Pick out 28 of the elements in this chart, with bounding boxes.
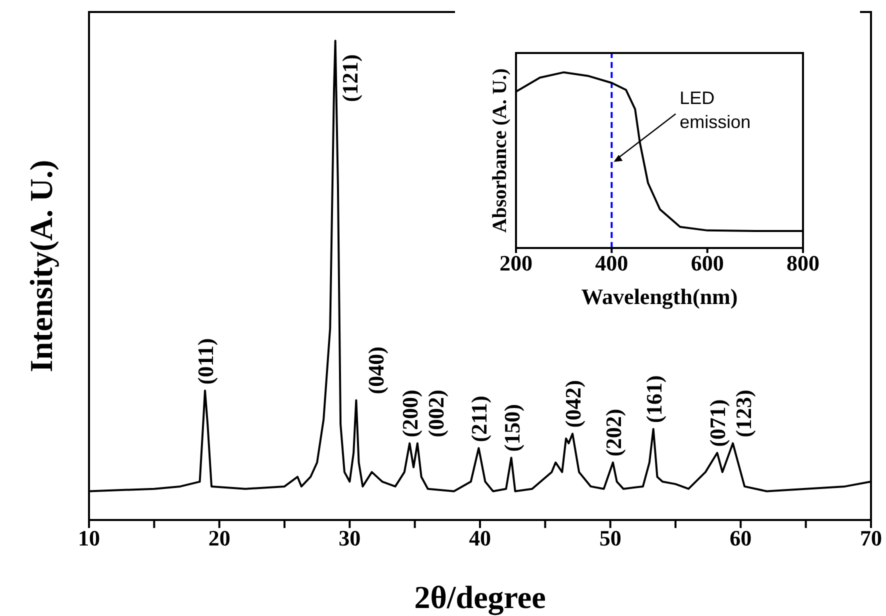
x-tick-label: 800 bbox=[786, 250, 820, 276]
x-axis-title: Wavelength(nm) bbox=[581, 284, 738, 309]
annotation: (123) bbox=[731, 390, 756, 438]
annotation: (121) bbox=[337, 54, 362, 102]
annotation: (002) bbox=[424, 390, 449, 438]
annotation: (202) bbox=[600, 408, 626, 456]
x-tick-label: 400 bbox=[595, 250, 628, 276]
x-tick-label: 30 bbox=[338, 526, 361, 551]
y-axis-title: Absorbance (A. U.) bbox=[489, 68, 511, 233]
annotation: (042) bbox=[560, 380, 586, 428]
annotation: (071) bbox=[705, 399, 730, 447]
annotation: (150) bbox=[499, 404, 524, 452]
annotation: (200) bbox=[398, 390, 423, 438]
x-tick-label: 20 bbox=[208, 526, 230, 551]
x-tick-label: 50 bbox=[599, 526, 622, 551]
x-tick-label: 600 bbox=[690, 250, 724, 276]
annotation: (040) bbox=[363, 346, 388, 394]
annotation: (211) bbox=[466, 396, 492, 442]
x-tick-label: 200 bbox=[500, 250, 532, 276]
x-tick-label: 40 bbox=[469, 526, 491, 551]
annotation: (011) bbox=[192, 338, 218, 385]
x-axis-title: 2θ/degree bbox=[414, 579, 546, 616]
x-tick-label: 60 bbox=[730, 526, 752, 551]
y-axis-title: Intensity(A. U.) bbox=[23, 160, 59, 372]
x-tick-label: 70 bbox=[860, 526, 882, 551]
x-tick-label: 10 bbox=[78, 526, 100, 551]
annotation: (161) bbox=[641, 375, 666, 423]
annotation: LED emission bbox=[680, 88, 751, 132]
